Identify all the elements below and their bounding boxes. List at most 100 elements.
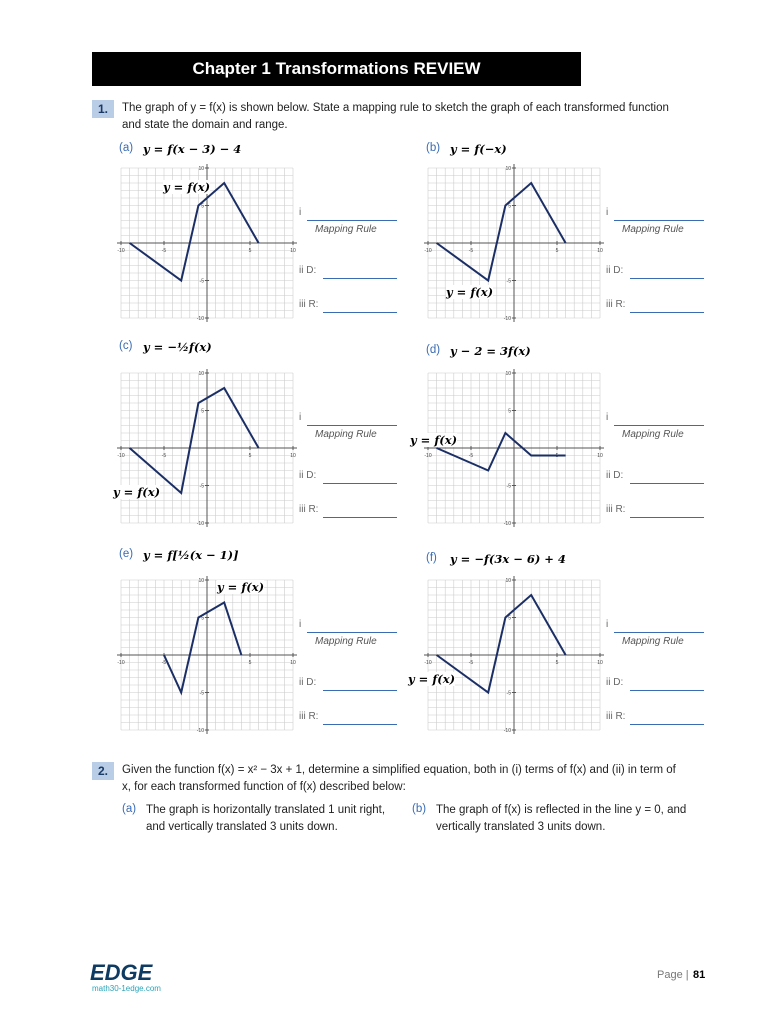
y-tick-label: -10 [197, 521, 204, 527]
part-equation: y = f(x − 3) − 4 [143, 142, 242, 156]
y-tick-label: 10 [505, 166, 511, 172]
part-letter: (f) [426, 552, 437, 564]
answer-label: i [606, 207, 609, 218]
graph-label: y = f(x) [408, 672, 456, 686]
part-equation: y = −f(3x − 6) + 4 [450, 552, 566, 566]
graph-label: y = f(x) [163, 180, 211, 194]
part-equation: y − 2 = 3f(x) [450, 344, 531, 358]
question-text: Given the function f(x) = x² − 3x + 1, d… [122, 764, 676, 793]
y-tick-label: -5 [200, 691, 205, 697]
part-letter: (e) [119, 548, 134, 560]
x-tick-label: 5 [556, 248, 559, 254]
answer-label: i [299, 207, 302, 218]
answer-line [307, 425, 397, 426]
x-tick-label: -5 [162, 453, 167, 459]
answer-label: i [606, 412, 609, 423]
answer-line [307, 220, 397, 221]
part-equation: y = f(−x) [450, 142, 507, 156]
answer-line [630, 278, 704, 279]
y-tick-label: 5 [508, 204, 511, 210]
x-tick-label: -10 [424, 248, 431, 254]
y-tick-label: -5 [507, 691, 512, 697]
y-tick-label: 10 [505, 578, 511, 584]
answer-label: ii D: [299, 677, 317, 688]
function-graph [163, 601, 243, 696]
part-text: The graph of f(x) is reflected in the li… [436, 804, 687, 833]
logo-site: math30-1edge.com [92, 984, 161, 993]
answer-label: ii D: [606, 470, 624, 481]
answer-label: i [606, 619, 609, 630]
x-tick-label: 10 [597, 453, 603, 459]
answer-label: i [299, 412, 302, 423]
answer-line [630, 312, 704, 313]
graph-label: y = f(x) [446, 285, 494, 299]
y-tick-label: 5 [508, 616, 511, 622]
answer-line [323, 517, 397, 518]
y-tick-label: -5 [200, 279, 205, 285]
answer-label: Mapping Rule [622, 429, 684, 440]
x-tick-label: -10 [424, 453, 431, 459]
graph: -10 -10 -5 -5 5 5 10 10 [117, 369, 297, 527]
x-tick-label: 5 [249, 453, 252, 459]
graph-label: y = f(x) [410, 433, 458, 447]
part-letter: (d) [426, 344, 441, 356]
answer-label: ii D: [299, 265, 317, 276]
x-tick-label: 5 [556, 660, 559, 666]
answer-label: ii D: [299, 470, 317, 481]
graph-label: y = f(x) [113, 485, 161, 499]
question-number: 2. [92, 762, 114, 780]
part-letter: (b) [412, 803, 427, 815]
answer-line [323, 724, 397, 725]
answer-label: Mapping Rule [315, 636, 377, 647]
y-tick-label: -5 [507, 484, 512, 490]
answer-line [630, 517, 704, 518]
function-graph [436, 181, 567, 283]
x-tick-label: -10 [117, 453, 124, 459]
answer-label: iii R: [606, 299, 626, 310]
answer-label: iii R: [299, 711, 319, 722]
answer-label: ii D: [606, 265, 624, 276]
answer-line [323, 312, 397, 313]
part-equation: y = −½f(x) [143, 340, 212, 354]
answer-line [630, 483, 704, 484]
x-tick-label: 10 [290, 453, 296, 459]
y-tick-label: -10 [197, 316, 204, 322]
function-graph [128, 386, 260, 495]
y-tick-label: 10 [505, 371, 511, 377]
title: Chapter 1 Transformations REVIEW [192, 59, 481, 78]
y-tick-label: 10 [198, 371, 204, 377]
answer-line [323, 278, 397, 279]
answer-line [307, 632, 397, 633]
answer-line [614, 632, 704, 633]
question-number: 1. [92, 100, 114, 118]
x-tick-label: -10 [424, 660, 431, 666]
x-tick-label: 10 [290, 660, 296, 666]
y-tick-label: -5 [200, 484, 205, 490]
answer-line [323, 483, 397, 484]
answer-label: iii R: [299, 504, 319, 515]
answer-label: iii R: [299, 299, 319, 310]
part-letter: (a) [119, 142, 134, 154]
part-equation: y = f[½(x − 1)] [143, 548, 239, 562]
function-graph [436, 431, 566, 472]
graph: -10 -10 -5 -5 5 5 10 10 [424, 164, 604, 322]
y-tick-label: 5 [201, 409, 204, 415]
x-tick-label: -5 [162, 248, 167, 254]
logo: EDGE [90, 960, 153, 985]
answer-label: ii D: [606, 677, 624, 688]
function-graph [436, 593, 567, 695]
answer-label: Mapping Rule [622, 636, 684, 647]
y-tick-label: 5 [201, 204, 204, 210]
y-tick-label: 5 [201, 616, 204, 622]
y-tick-label: 10 [198, 166, 204, 172]
answer-label: Mapping Rule [622, 224, 684, 235]
answer-line [323, 690, 397, 691]
x-tick-label: 10 [597, 248, 603, 254]
x-tick-label: 5 [249, 248, 252, 254]
y-tick-label: -10 [504, 316, 511, 322]
answer-label: iii R: [606, 711, 626, 722]
page-label: Page | [657, 969, 689, 981]
graph: -10 -10 -5 -5 5 5 10 10 [117, 576, 297, 734]
x-tick-label: -5 [469, 453, 474, 459]
answer-label: Mapping Rule [315, 429, 377, 440]
